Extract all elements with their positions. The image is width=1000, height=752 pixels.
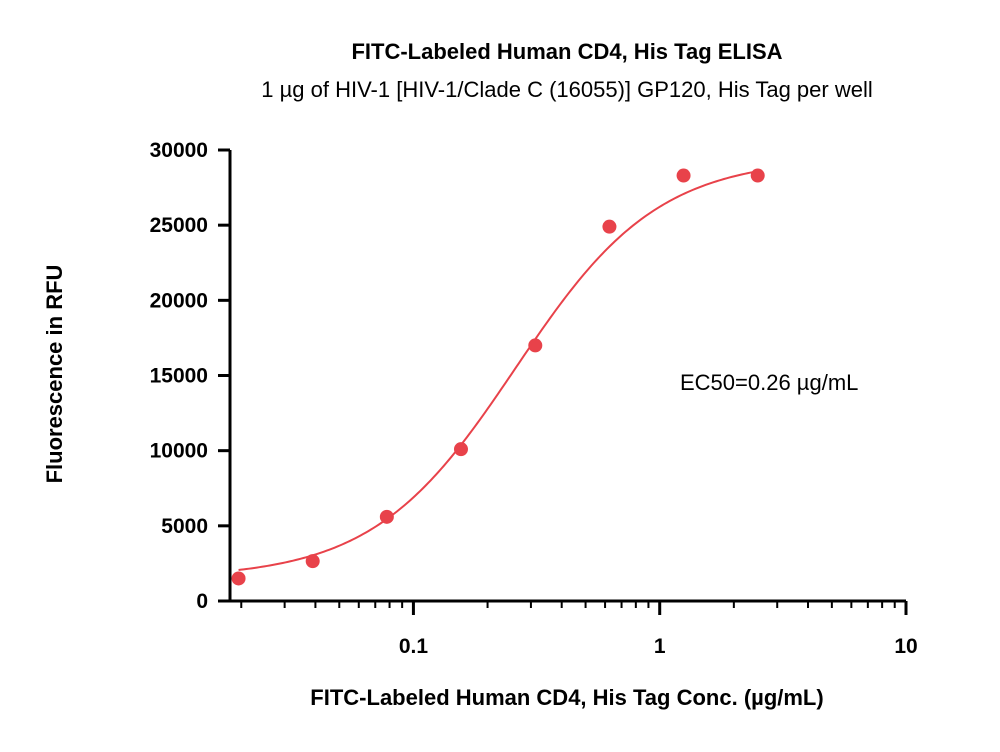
- y-axis: 0 5000 10000 15000 20000 25000 30000: [150, 139, 232, 613]
- chart-title: FITC-Labeled Human CD4, His Tag ELISA: [351, 39, 782, 64]
- y-tick-label: 20000: [150, 289, 208, 312]
- y-axis-label: Fluorescence in RFU: [42, 265, 67, 484]
- chart-subtitle: 1 µg of HIV-1 [HIV-1/Clade C (16055)] GP…: [261, 77, 872, 102]
- data-point: [676, 168, 691, 183]
- data-point: [305, 554, 320, 569]
- y-tick-label: 10000: [150, 440, 208, 463]
- data-point: [602, 219, 617, 234]
- x-axis: 0.1 1 10: [229, 599, 918, 658]
- data-point: [379, 509, 394, 524]
- data-point: [231, 571, 246, 586]
- x-tick-label: 1: [654, 635, 666, 658]
- y-tick-label: 15000: [150, 365, 208, 388]
- x-tick-label: 0.1: [399, 635, 429, 658]
- x-axis-label: FITC-Labeled Human CD4, His Tag Conc. (µ…: [310, 685, 823, 710]
- fit-curve: [238, 170, 758, 571]
- y-tick-label: 5000: [161, 515, 208, 538]
- data-point: [453, 442, 468, 457]
- y-tick-label: 0: [196, 590, 208, 613]
- x-tick-label: 10: [894, 635, 917, 658]
- ec50-annotation: EC50=0.26 µg/mL: [680, 370, 858, 395]
- y-tick-label: 30000: [150, 139, 208, 162]
- y-tick-label: 25000: [150, 214, 208, 237]
- data-point: [750, 168, 765, 183]
- data-point: [528, 338, 543, 353]
- data-points: [231, 168, 765, 586]
